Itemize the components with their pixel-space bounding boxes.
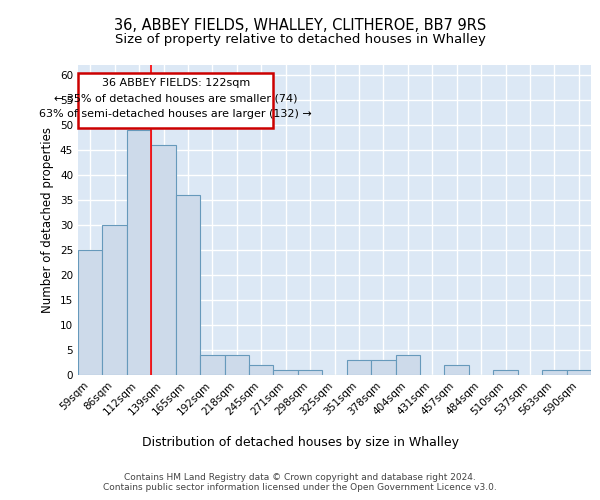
Bar xyxy=(542,370,566,375)
Text: Contains HM Land Registry data © Crown copyright and database right 2024.
Contai: Contains HM Land Registry data © Crown c… xyxy=(103,473,497,492)
Text: Distribution of detached houses by size in Whalley: Distribution of detached houses by size … xyxy=(142,436,458,449)
Text: 63% of semi-detached houses are larger (132) →: 63% of semi-detached houses are larger (… xyxy=(40,109,312,119)
Bar xyxy=(151,145,176,375)
Text: Size of property relative to detached houses in Whalley: Size of property relative to detached ho… xyxy=(115,32,485,46)
Bar xyxy=(200,355,224,375)
Bar xyxy=(371,360,395,375)
Bar xyxy=(274,370,298,375)
Bar xyxy=(78,250,103,375)
Y-axis label: Number of detached properties: Number of detached properties xyxy=(41,127,55,313)
Bar xyxy=(176,195,200,375)
Bar xyxy=(127,130,151,375)
Bar xyxy=(566,370,591,375)
Bar xyxy=(395,355,420,375)
Bar xyxy=(224,355,249,375)
Bar xyxy=(78,72,274,128)
Bar xyxy=(298,370,322,375)
Text: 36 ABBEY FIELDS: 122sqm: 36 ABBEY FIELDS: 122sqm xyxy=(101,78,250,88)
Bar xyxy=(347,360,371,375)
Text: 36, ABBEY FIELDS, WHALLEY, CLITHEROE, BB7 9RS: 36, ABBEY FIELDS, WHALLEY, CLITHEROE, BB… xyxy=(114,18,486,32)
Bar xyxy=(249,365,274,375)
Text: ← 35% of detached houses are smaller (74): ← 35% of detached houses are smaller (74… xyxy=(54,93,298,103)
Bar xyxy=(103,225,127,375)
Bar xyxy=(493,370,518,375)
Bar xyxy=(445,365,469,375)
